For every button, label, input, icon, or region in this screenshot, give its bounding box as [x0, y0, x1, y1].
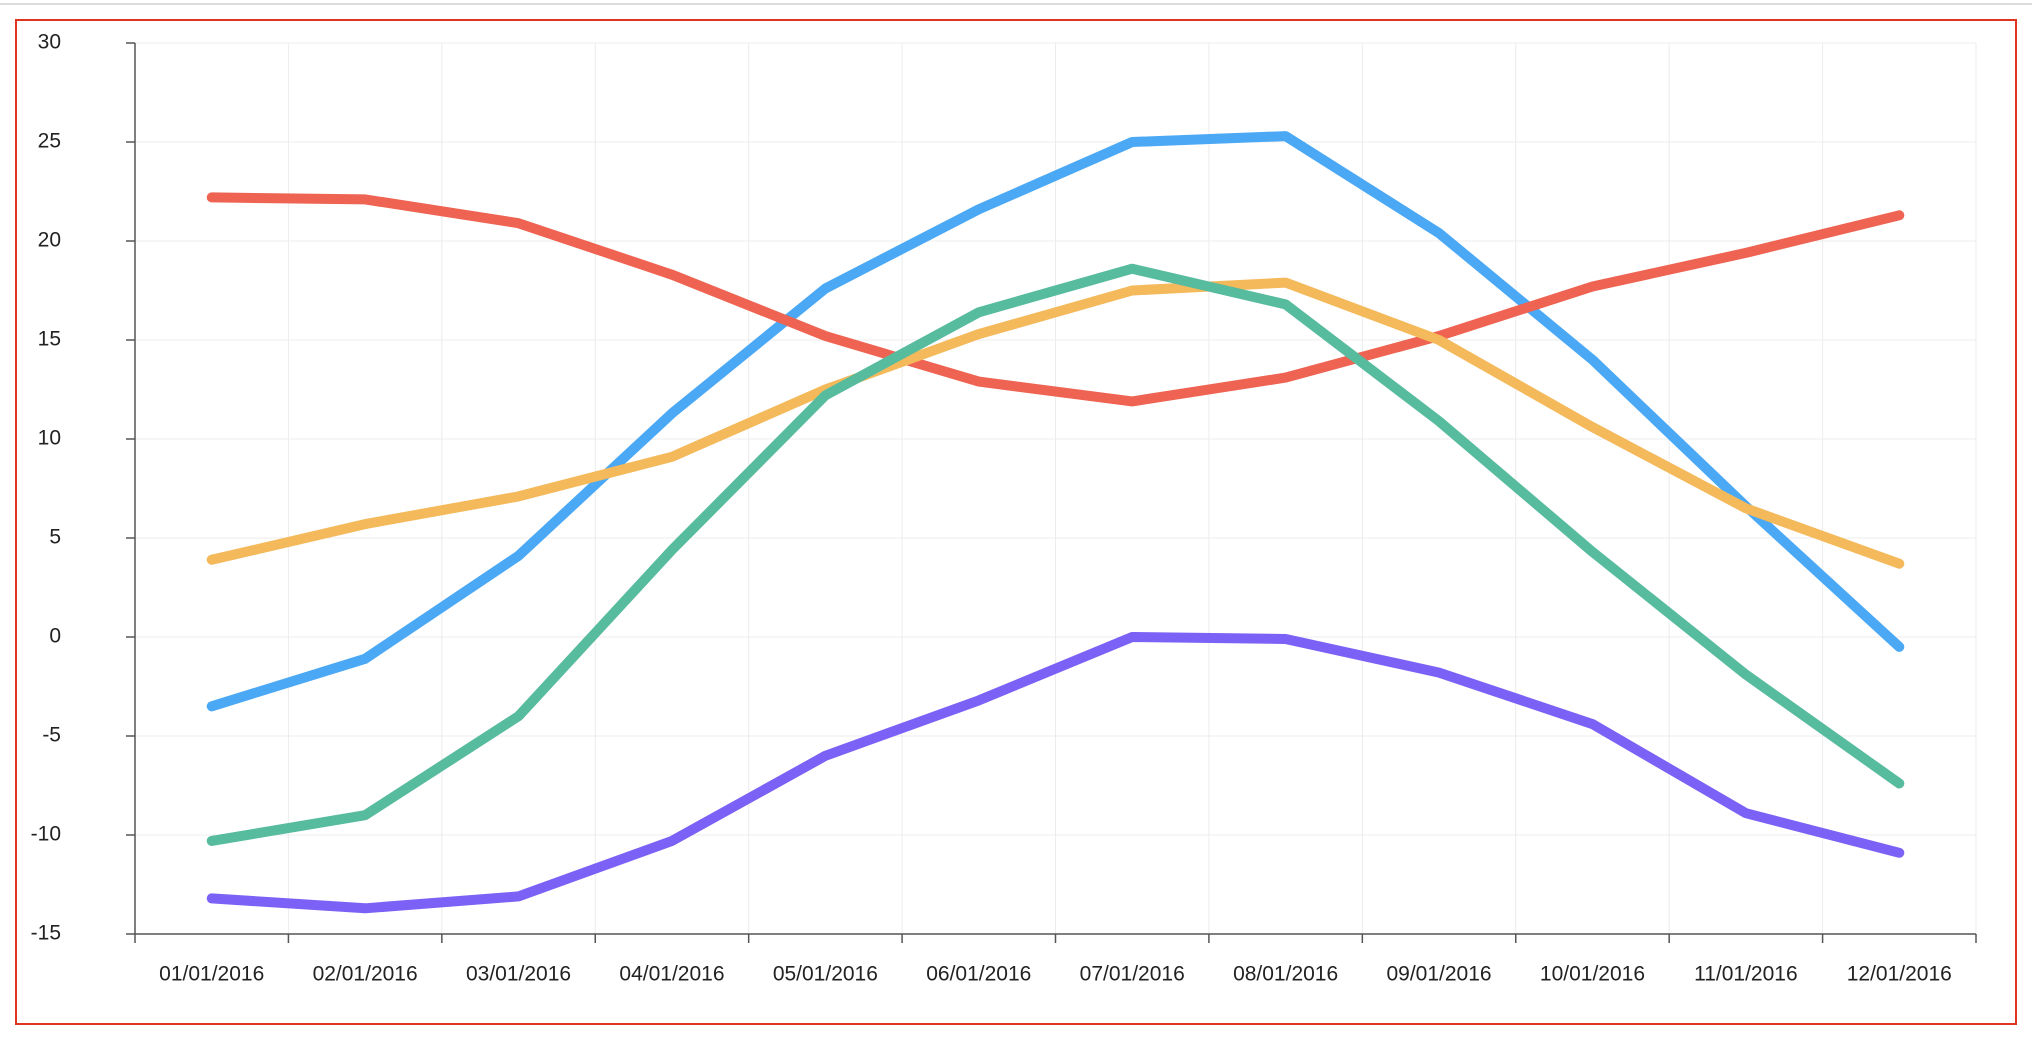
- frame: [15, 19, 2017, 1025]
- x-tick-label: 08/01/2016: [1233, 963, 1338, 986]
- x-tick-label: 12/01/2016: [1847, 963, 1952, 986]
- series-line: [206, 632, 1905, 914]
- series-line: [206, 277, 1905, 569]
- x-tick-label: 07/01/2016: [1080, 963, 1185, 986]
- y-tick-label: 30: [38, 31, 61, 54]
- x-tick-label: 02/01/2016: [313, 963, 418, 986]
- series-line: [206, 192, 1905, 407]
- x-tick-label: 03/01/2016: [466, 963, 571, 986]
- x-tick-label: 11/01/2016: [1694, 963, 1798, 986]
- y-tick-label: -15: [31, 922, 61, 945]
- y-tick-label: 10: [38, 427, 61, 450]
- y-tick-label: -10: [31, 823, 61, 846]
- y-tick-label: 0: [49, 625, 61, 648]
- y-tick-label: 5: [49, 526, 61, 549]
- series-line: [206, 131, 1905, 712]
- x-tick-label: 01/01/2016: [159, 963, 264, 986]
- x-tick-label: 10/01/2016: [1540, 963, 1645, 986]
- y-tick-label: -5: [42, 724, 61, 747]
- y-tick-label: 15: [38, 328, 61, 351]
- y-tick-label: 25: [38, 130, 61, 153]
- x-tick-label: 09/01/2016: [1386, 963, 1491, 986]
- x-tick-label: 04/01/2016: [619, 963, 724, 986]
- x-tick-label: 05/01/2016: [773, 963, 878, 986]
- series-line: [206, 263, 1905, 846]
- y-tick-label: 20: [38, 229, 61, 252]
- x-tick-label: 06/01/2016: [926, 963, 1031, 986]
